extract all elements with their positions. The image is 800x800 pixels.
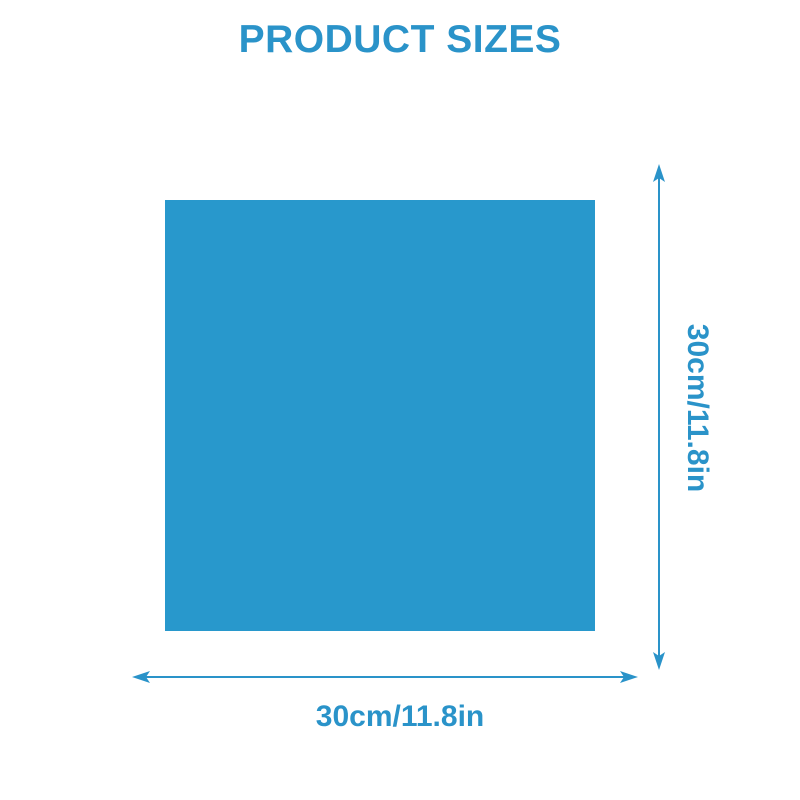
- page-title: PRODUCT SIZES: [238, 18, 562, 61]
- product-square-fill: [165, 200, 595, 631]
- width-arrow: [132, 671, 638, 683]
- width-label: 30cm/11.8in: [315, 700, 485, 733]
- product-square: [165, 200, 595, 631]
- height-arrow: [653, 164, 665, 670]
- height-label: 30cm/11.8in: [681, 323, 714, 493]
